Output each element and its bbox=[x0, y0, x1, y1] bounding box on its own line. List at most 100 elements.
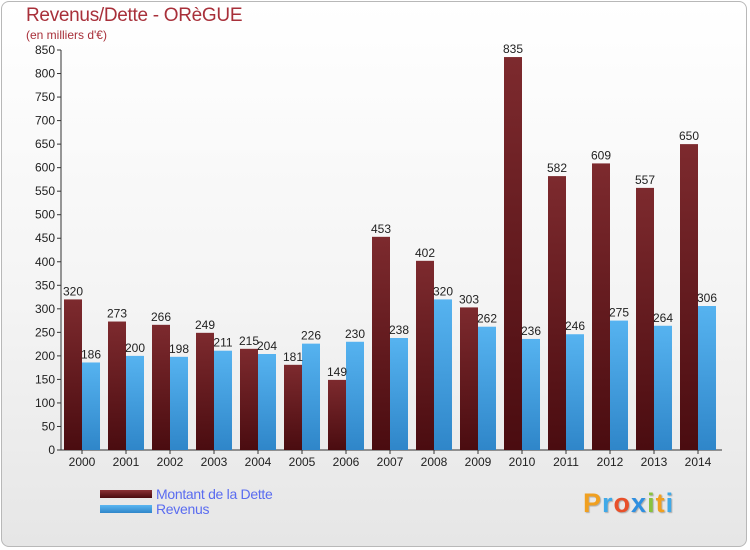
data-label-revenue: 262 bbox=[477, 312, 497, 326]
data-label-revenue: 246 bbox=[565, 319, 585, 333]
bar-debt bbox=[504, 57, 522, 450]
chart-subtitle: (en milliers d'€) bbox=[26, 28, 107, 42]
bar-revenue bbox=[610, 320, 628, 450]
x-tick-label: 2000 bbox=[69, 455, 96, 469]
data-label-revenue: 238 bbox=[389, 323, 409, 337]
legend-swatch-revenue bbox=[100, 504, 152, 513]
data-label-debt: 266 bbox=[151, 310, 171, 324]
data-label-debt: 215 bbox=[239, 334, 259, 348]
legend-item-debt: Montant de la Dette bbox=[100, 485, 273, 502]
bar-revenue bbox=[82, 362, 100, 450]
x-tick-label: 2004 bbox=[245, 455, 272, 469]
bar-debt bbox=[108, 321, 126, 450]
y-tick-label: 50 bbox=[42, 419, 56, 433]
bar-debt bbox=[592, 163, 610, 451]
bar-debt bbox=[548, 176, 566, 450]
legend-label-debt: Montant de la Dette bbox=[156, 485, 273, 502]
bar-revenue bbox=[478, 326, 496, 450]
data-label-debt: 609 bbox=[591, 148, 611, 162]
y-tick-label: 850 bbox=[35, 43, 55, 57]
x-tick-label: 2014 bbox=[685, 455, 712, 469]
y-tick-label: 500 bbox=[35, 208, 55, 222]
data-label-debt: 273 bbox=[107, 307, 127, 321]
y-tick-label: 300 bbox=[35, 302, 55, 316]
x-tick-label: 2009 bbox=[465, 455, 492, 469]
x-tick-label: 2013 bbox=[641, 455, 668, 469]
data-label-debt: 303 bbox=[459, 292, 479, 306]
bar-revenue bbox=[258, 354, 276, 450]
y-tick-label: 550 bbox=[35, 184, 55, 198]
x-tick-label: 2011 bbox=[553, 455, 579, 469]
data-label-revenue: 306 bbox=[697, 291, 717, 305]
data-label-revenue: 198 bbox=[169, 342, 189, 356]
data-label-debt: 320 bbox=[63, 284, 83, 298]
data-label-revenue: 264 bbox=[653, 311, 673, 325]
data-label-revenue: 211 bbox=[213, 336, 232, 350]
data-label-revenue: 200 bbox=[125, 341, 145, 355]
bar-revenue bbox=[698, 306, 716, 450]
bar-revenue bbox=[126, 355, 144, 450]
chart-title: Revenus/Dette - ORèGUE bbox=[26, 5, 243, 26]
y-tick-label: 750 bbox=[35, 90, 55, 104]
data-label-revenue: 275 bbox=[609, 306, 629, 320]
bar-debt bbox=[284, 364, 302, 450]
data-label-debt: 402 bbox=[415, 246, 435, 260]
data-label-debt: 557 bbox=[635, 173, 655, 187]
bar-debt bbox=[460, 307, 478, 450]
x-tick-label: 2006 bbox=[333, 455, 360, 469]
bar-revenue bbox=[170, 356, 188, 450]
x-tick-label: 2002 bbox=[157, 455, 184, 469]
y-tick-label: 700 bbox=[35, 114, 55, 128]
y-tick-label: 800 bbox=[35, 67, 55, 81]
y-tick-label: 250 bbox=[35, 325, 55, 339]
y-tick-label: 0 bbox=[48, 443, 55, 457]
x-tick-label: 2003 bbox=[201, 455, 228, 469]
y-tick-label: 350 bbox=[35, 278, 55, 292]
y-tick-label: 650 bbox=[35, 137, 55, 151]
x-tick-label: 2012 bbox=[597, 455, 624, 469]
bar-debt bbox=[196, 332, 214, 450]
bar-debt bbox=[416, 260, 434, 450]
bar-revenue bbox=[390, 338, 408, 450]
data-label-debt: 249 bbox=[195, 318, 215, 332]
data-label-debt: 650 bbox=[679, 129, 699, 143]
bar-debt bbox=[372, 236, 390, 450]
bar-revenue bbox=[346, 341, 364, 450]
bar-revenue bbox=[654, 325, 672, 450]
proxiti-logo: Proxiti bbox=[583, 488, 675, 518]
x-tick-label: 2005 bbox=[289, 455, 316, 469]
data-label-revenue: 230 bbox=[345, 327, 365, 341]
y-tick-label: 200 bbox=[35, 349, 55, 363]
data-label-debt: 453 bbox=[371, 222, 391, 236]
bars bbox=[64, 57, 716, 451]
data-label-revenue: 186 bbox=[81, 347, 101, 361]
legend: Montant de la Dette Revenus bbox=[100, 485, 273, 517]
bar-debt bbox=[240, 348, 258, 450]
x-tick-label: 2001 bbox=[113, 455, 140, 469]
bar-revenue bbox=[214, 350, 232, 450]
legend-item-revenue: Revenus bbox=[100, 501, 273, 517]
data-label-debt: 582 bbox=[547, 161, 567, 175]
x-tick-label: 2008 bbox=[421, 455, 448, 469]
data-label-revenue: 226 bbox=[301, 329, 321, 343]
y-tick-label: 100 bbox=[35, 396, 55, 410]
bar-debt bbox=[152, 324, 170, 450]
data-labels: 320 273 266 249 215 181 149 453 402 303 835 582 609 5… bbox=[63, 42, 717, 379]
y-tick-label: 600 bbox=[35, 161, 55, 175]
data-label-debt: 181 bbox=[283, 350, 303, 364]
data-label-revenue: 204 bbox=[257, 339, 277, 353]
bar-revenue bbox=[522, 338, 540, 450]
bar-revenue bbox=[434, 299, 452, 450]
data-label-revenue: 320 bbox=[433, 284, 453, 298]
bar-revenue bbox=[566, 334, 584, 450]
legend-swatch-debt bbox=[100, 489, 152, 498]
axes: 0 50 100 150 200 250 300 350 400 450 500 550 600 650 7… bbox=[35, 43, 722, 469]
data-label-revenue: 236 bbox=[521, 324, 541, 338]
y-tick-label: 450 bbox=[35, 231, 55, 245]
bar-debt bbox=[328, 379, 346, 450]
bar-debt bbox=[64, 299, 82, 450]
y-tick-label: 400 bbox=[35, 255, 55, 269]
x-tick-label: 2010 bbox=[509, 455, 536, 469]
bar-debt bbox=[680, 144, 698, 450]
